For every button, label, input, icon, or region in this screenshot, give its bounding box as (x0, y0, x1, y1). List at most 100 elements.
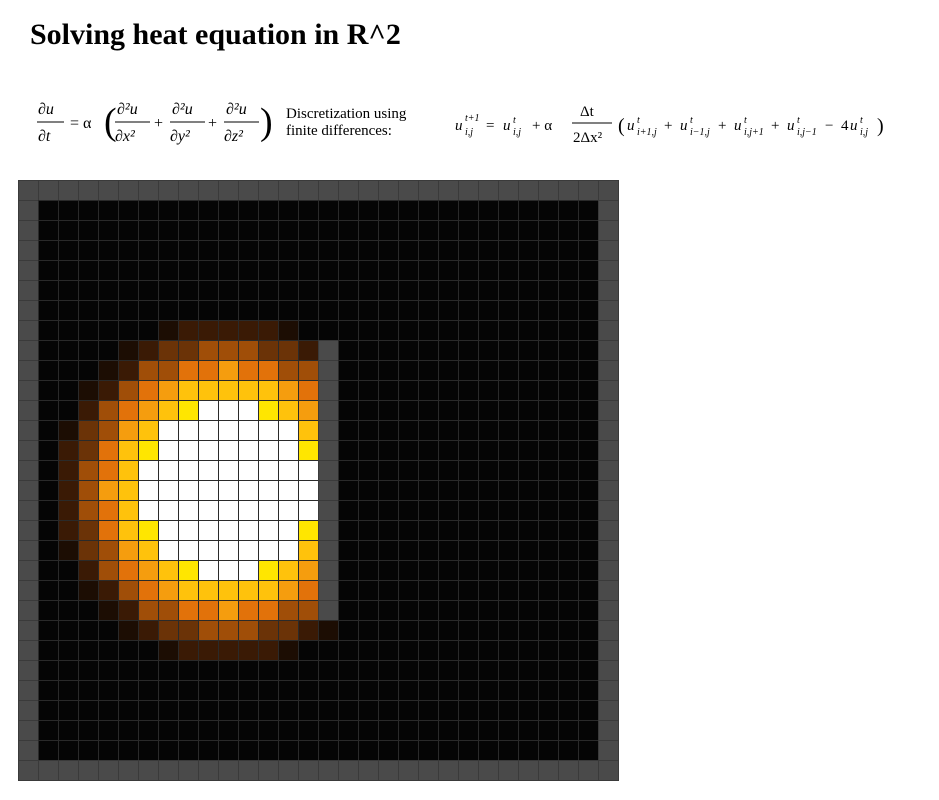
grid-cell[interactable] (258, 620, 279, 641)
grid-cell[interactable] (578, 620, 599, 641)
grid-cell[interactable] (198, 300, 219, 321)
grid-cell[interactable] (318, 740, 339, 761)
grid-cell[interactable] (278, 200, 299, 221)
grid-cell[interactable] (338, 380, 359, 401)
grid-cell[interactable] (238, 360, 259, 381)
grid-cell[interactable] (498, 700, 519, 721)
grid-cell[interactable] (78, 700, 99, 721)
grid-cell[interactable] (318, 280, 339, 301)
grid-cell[interactable] (258, 240, 279, 261)
grid-cell[interactable] (58, 500, 79, 521)
grid-cell[interactable] (478, 640, 499, 661)
grid-cell[interactable] (478, 700, 499, 721)
grid-cell[interactable] (398, 700, 419, 721)
grid-cell[interactable] (378, 400, 399, 421)
grid-wall-cell[interactable] (18, 300, 39, 321)
grid-cell[interactable] (418, 540, 439, 561)
grid-cell[interactable] (378, 560, 399, 581)
grid-cell[interactable] (278, 400, 299, 421)
grid-cell[interactable] (198, 240, 219, 261)
grid-cell[interactable] (558, 640, 579, 661)
grid-cell[interactable] (298, 260, 319, 281)
grid-cell[interactable] (498, 200, 519, 221)
grid-cell[interactable] (538, 420, 559, 441)
grid-cell[interactable] (98, 620, 119, 641)
grid-cell[interactable] (38, 660, 59, 681)
grid-cell[interactable] (418, 400, 439, 421)
grid-cell[interactable] (258, 560, 279, 581)
grid-cell[interactable] (158, 600, 179, 621)
grid-wall-cell[interactable] (598, 260, 619, 281)
grid-cell[interactable] (398, 260, 419, 281)
grid-wall-cell[interactable] (338, 760, 359, 781)
grid-cell[interactable] (458, 380, 479, 401)
grid-cell[interactable] (118, 740, 139, 761)
grid-cell[interactable] (358, 700, 379, 721)
grid-cell[interactable] (578, 500, 599, 521)
grid-cell[interactable] (478, 520, 499, 541)
grid-cell[interactable] (438, 400, 459, 421)
grid-cell[interactable] (438, 640, 459, 661)
grid-cell[interactable] (78, 440, 99, 461)
grid-wall-cell[interactable] (18, 380, 39, 401)
grid-cell[interactable] (118, 220, 139, 241)
grid-cell[interactable] (518, 560, 539, 581)
grid-cell[interactable] (278, 320, 299, 341)
grid-wall-cell[interactable] (18, 500, 39, 521)
grid-cell[interactable] (58, 220, 79, 241)
grid-cell[interactable] (118, 540, 139, 561)
grid-cell[interactable] (398, 580, 419, 601)
grid-cell[interactable] (38, 680, 59, 701)
grid-cell[interactable] (498, 240, 519, 261)
grid-cell[interactable] (178, 400, 199, 421)
grid-cell[interactable] (178, 260, 199, 281)
grid-wall-cell[interactable] (18, 640, 39, 661)
grid-cell[interactable] (478, 560, 499, 581)
grid-cell[interactable] (538, 720, 559, 741)
grid-cell[interactable] (238, 640, 259, 661)
grid-cell[interactable] (98, 700, 119, 721)
grid-cell[interactable] (118, 600, 139, 621)
grid-cell[interactable] (158, 200, 179, 221)
grid-cell[interactable] (578, 580, 599, 601)
grid-cell[interactable] (78, 200, 99, 221)
grid-cell[interactable] (238, 380, 259, 401)
grid-wall-cell[interactable] (318, 420, 339, 441)
grid-cell[interactable] (138, 600, 159, 621)
grid-cell[interactable] (478, 600, 499, 621)
grid-wall-cell[interactable] (318, 760, 339, 781)
grid-cell[interactable] (38, 200, 59, 221)
grid-cell[interactable] (178, 300, 199, 321)
grid-cell[interactable] (458, 240, 479, 261)
grid-cell[interactable] (98, 380, 119, 401)
grid-cell[interactable] (258, 740, 279, 761)
grid-cell[interactable] (558, 380, 579, 401)
grid-cell[interactable] (238, 420, 259, 441)
grid-cell[interactable] (38, 440, 59, 461)
grid-cell[interactable] (378, 440, 399, 461)
grid-cell[interactable] (238, 620, 259, 641)
grid-wall-cell[interactable] (178, 760, 199, 781)
grid-cell[interactable] (98, 420, 119, 441)
grid-cell[interactable] (418, 720, 439, 741)
grid-cell[interactable] (518, 440, 539, 461)
grid-cell[interactable] (238, 440, 259, 461)
grid-cell[interactable] (118, 580, 139, 601)
grid-wall-cell[interactable] (18, 240, 39, 261)
grid-cell[interactable] (338, 580, 359, 601)
grid-cell[interactable] (58, 440, 79, 461)
grid-cell[interactable] (258, 580, 279, 601)
grid-cell[interactable] (258, 520, 279, 541)
grid-cell[interactable] (438, 600, 459, 621)
grid-wall-cell[interactable] (18, 600, 39, 621)
grid-cell[interactable] (78, 480, 99, 501)
grid-cell[interactable] (358, 680, 379, 701)
grid-cell[interactable] (258, 700, 279, 721)
grid-cell[interactable] (238, 400, 259, 421)
grid-cell[interactable] (518, 720, 539, 741)
grid-cell[interactable] (58, 720, 79, 741)
grid-cell[interactable] (458, 620, 479, 641)
grid-cell[interactable] (438, 740, 459, 761)
grid-cell[interactable] (218, 700, 239, 721)
grid-cell[interactable] (238, 700, 259, 721)
